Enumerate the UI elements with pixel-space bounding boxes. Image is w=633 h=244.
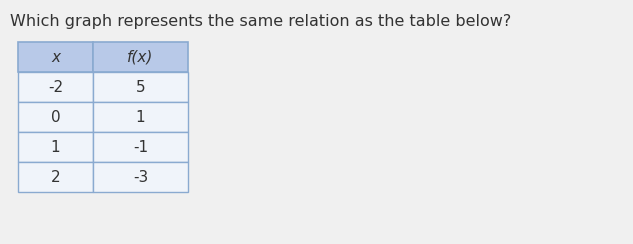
Bar [93, 162, 188, 192]
Text: 0: 0 [51, 110, 60, 124]
Bar [93, 42, 188, 72]
Text: f(x): f(x) [127, 50, 154, 64]
Bar [18, 162, 93, 192]
Bar [93, 72, 188, 102]
Text: 1: 1 [51, 140, 60, 154]
Bar [18, 132, 93, 162]
Text: Which graph represents the same relation as the table below?: Which graph represents the same relation… [10, 14, 511, 29]
Bar [18, 42, 93, 72]
Text: 5: 5 [135, 80, 146, 94]
Text: x: x [51, 50, 60, 64]
Bar [18, 102, 93, 132]
Text: -1: -1 [133, 140, 148, 154]
Text: -2: -2 [48, 80, 63, 94]
Bar [18, 72, 93, 102]
Text: -3: -3 [133, 170, 148, 184]
Bar [93, 102, 188, 132]
Bar [93, 132, 188, 162]
Text: 1: 1 [135, 110, 146, 124]
Text: 2: 2 [51, 170, 60, 184]
